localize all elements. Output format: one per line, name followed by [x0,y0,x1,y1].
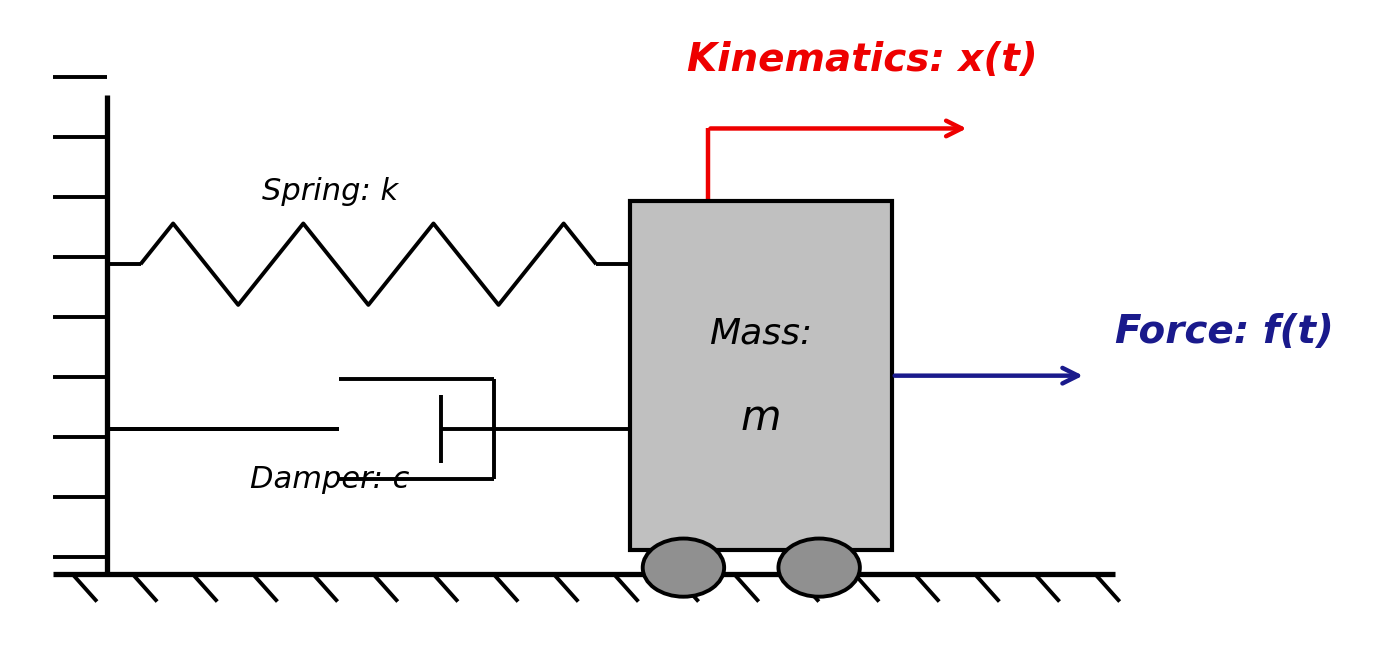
Text: Kinematics: x(t): Kinematics: x(t) [688,41,1038,79]
Ellipse shape [778,538,859,597]
Text: Spring: k: Spring: k [261,177,397,206]
Text: Mass:: Mass: [710,317,813,351]
Ellipse shape [642,538,725,597]
Text: Force: f(t): Force: f(t) [1115,313,1334,351]
Bar [630,201,892,550]
Text: m: m [741,397,781,438]
Text: Damper: c: Damper: c [250,465,410,494]
